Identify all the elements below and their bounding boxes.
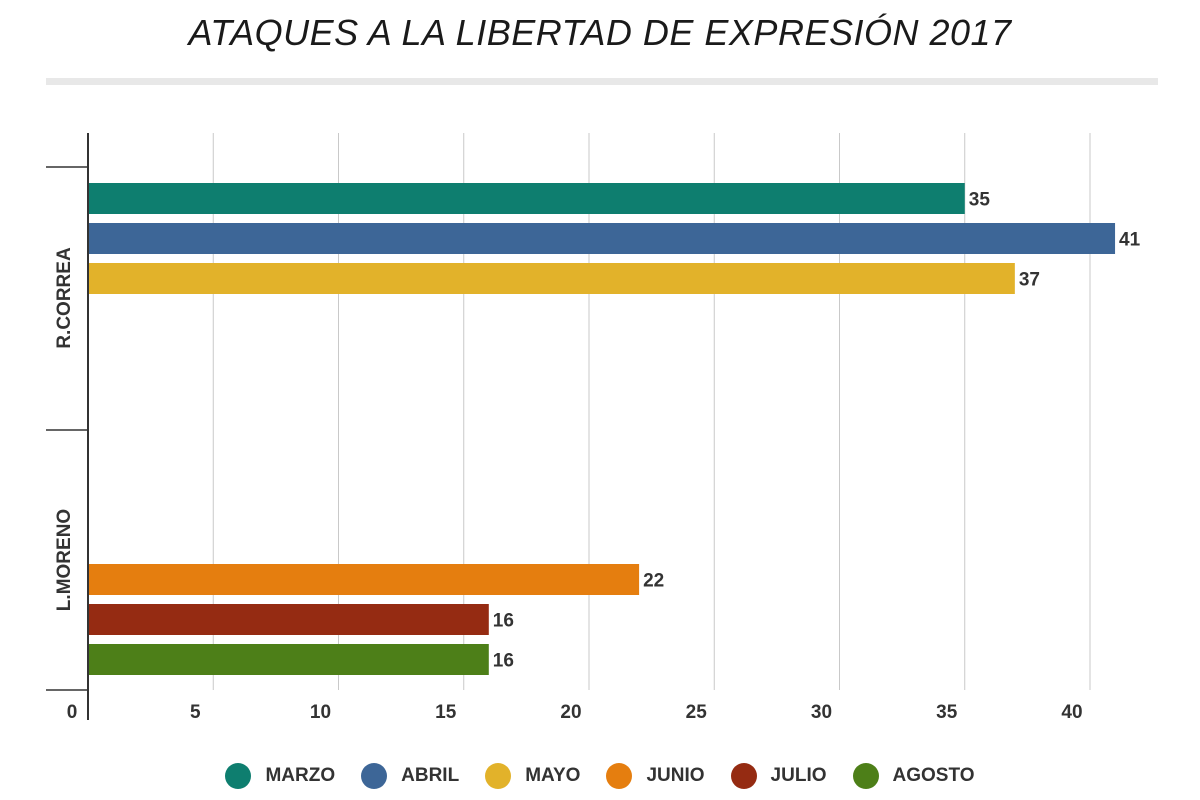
legend-swatch	[225, 763, 252, 789]
legend-label: MAYO	[525, 765, 581, 786]
x-tick-label: 30	[811, 702, 832, 723]
legend-label: MARZO	[265, 765, 336, 786]
x-tick-label: 20	[560, 702, 581, 723]
data-label: 41	[1119, 230, 1141, 251]
bar	[88, 644, 489, 675]
data-label: 35	[969, 190, 991, 211]
legend-swatch	[606, 763, 633, 789]
bar	[88, 263, 1015, 294]
category-label: R.CORREA	[54, 247, 75, 349]
legend-item: ABRIL	[361, 763, 459, 789]
legend-label: AGOSTO	[892, 765, 975, 786]
x-tick-label: 5	[190, 702, 201, 723]
data-label: 16	[493, 651, 514, 672]
x-tick-label: 25	[686, 702, 708, 723]
legend-label: JULIO	[770, 765, 827, 786]
bar	[88, 604, 489, 635]
legend-item: MAYO	[485, 763, 580, 789]
x-tick-label: 10	[310, 702, 331, 723]
legend-item: JUNIO	[606, 763, 705, 789]
chart-title: ATAQUES A LA LIBERTAD DE EXPRESIÓN 2017	[188, 12, 1012, 53]
x-tick-label: 0	[67, 702, 78, 723]
legend-swatch	[361, 763, 388, 789]
x-tick-label: 35	[936, 702, 958, 723]
legend-label: ABRIL	[401, 765, 460, 786]
legend-swatch	[852, 763, 879, 789]
data-label: 22	[643, 571, 664, 592]
legend-label: JUNIO	[646, 765, 705, 786]
bar	[88, 223, 1116, 254]
category-label: L.MORENO	[54, 509, 75, 611]
data-label: 16	[493, 611, 514, 632]
legend-swatch	[485, 763, 512, 789]
legend-item: AGOSTO	[852, 763, 975, 789]
legend-item: MARZO	[225, 763, 335, 789]
bar	[88, 564, 640, 595]
x-tick-label: 15	[435, 702, 457, 723]
title-divider	[46, 78, 1158, 85]
x-tick-label: 40	[1061, 702, 1082, 723]
chart-legend: MARZO ABRIL MAYO JUNIO JULIO AGOSTO	[0, 758, 1200, 794]
legend-item: JULIO	[730, 763, 827, 789]
data-label: 37	[1019, 270, 1040, 291]
bar	[88, 183, 965, 214]
legend-swatch	[730, 763, 757, 789]
bar-chart: 35 41 37 R.CORREA 22 16 16 L.MORENO 0 5 10 15 20 25 30…	[46, 133, 1141, 723]
